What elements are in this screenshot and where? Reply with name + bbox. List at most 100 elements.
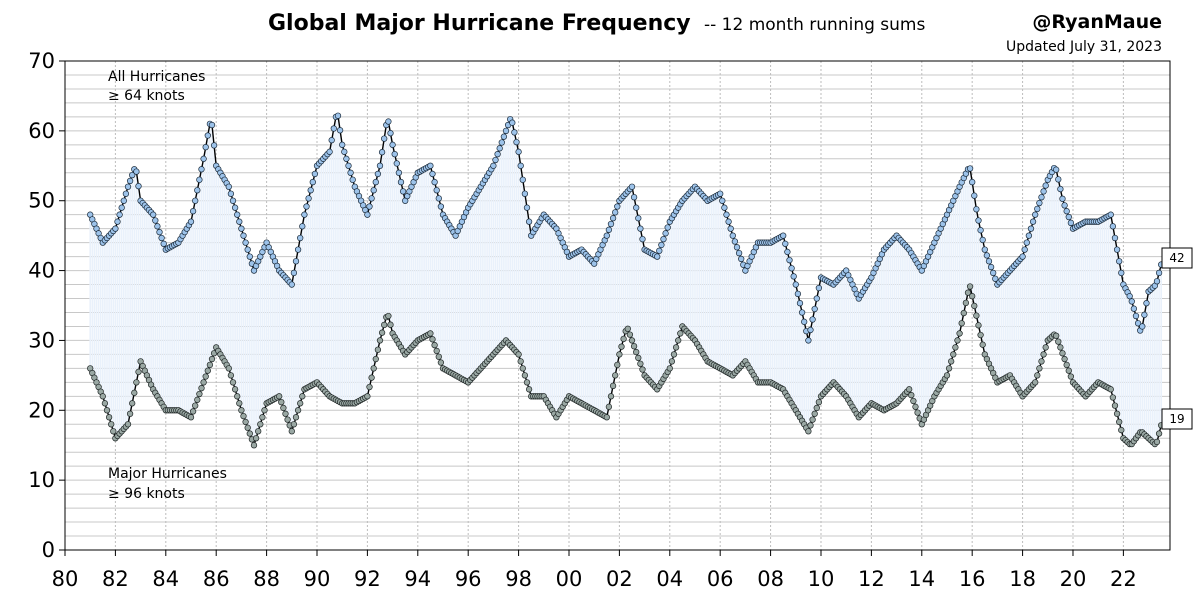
point-all-hurricanes <box>654 253 661 260</box>
point-major-hurricanes <box>906 386 913 393</box>
end-label-all-text: 42 <box>1169 251 1184 265</box>
point-all-hurricanes <box>521 190 529 197</box>
point-major-hurricanes <box>521 372 529 379</box>
point-all-hurricanes <box>723 211 730 218</box>
point-major-hurricanes <box>431 341 438 349</box>
point-all-hurricanes <box>1130 305 1138 312</box>
point-all-hurricanes <box>341 148 348 155</box>
point-major-hurricanes <box>229 379 237 386</box>
point-all-hurricanes <box>381 135 388 142</box>
point-all-hurricanes <box>431 178 438 186</box>
point-major-hurricanes <box>966 283 974 290</box>
point-major-hurricanes <box>672 344 680 351</box>
point-major-hurricanes <box>668 358 676 365</box>
point-all-hurricanes <box>1107 211 1114 218</box>
point-major-hurricanes <box>620 335 627 343</box>
point-all-hurricanes <box>727 225 734 232</box>
point-major-hurricanes <box>376 337 384 344</box>
point-major-hurricanes <box>954 337 961 344</box>
point-all-hurricanes <box>1061 202 1068 209</box>
point-major-hurricanes <box>603 414 610 421</box>
x-tick-label: 14 <box>908 567 935 591</box>
x-tick-label: 22 <box>1110 567 1137 591</box>
point-all-hurricanes <box>135 183 142 190</box>
point-major-hurricanes <box>1116 418 1123 426</box>
x-tick-label: 18 <box>1009 567 1036 591</box>
point-all-hurricanes <box>240 232 247 239</box>
point-major-hurricanes <box>110 428 117 435</box>
point-major-hurricanes <box>1040 351 1047 358</box>
end-label-major-box <box>1161 408 1193 430</box>
point-major-hurricanes <box>811 410 818 417</box>
point-major-hurricanes <box>1055 338 1062 345</box>
point-major-hurricanes <box>979 341 986 348</box>
point-all-hurricanes <box>336 127 344 134</box>
x-tick-label: 02 <box>606 567 633 591</box>
point-all-hurricanes <box>798 309 806 316</box>
point-all-hurricanes <box>811 305 818 313</box>
point-major-hurricanes <box>1053 332 1060 339</box>
point-all-hurricanes <box>490 162 497 169</box>
point-all-hurricanes <box>399 188 407 195</box>
point-all-hurricanes <box>192 197 199 204</box>
point-major-hurricanes <box>200 379 207 386</box>
point-major-hurricanes <box>252 435 260 442</box>
point-all-hurricanes <box>1057 185 1064 193</box>
point-all-hurricanes <box>784 248 791 256</box>
point-all-hurricanes <box>725 218 732 225</box>
point-all-hurricanes <box>603 232 610 239</box>
point-major-hurricanes <box>240 412 247 420</box>
x-tick-label: 12 <box>858 567 885 591</box>
point-major-hurricanes <box>1038 358 1045 365</box>
point-all-hurricanes <box>979 236 986 244</box>
y-tick-label: 50 <box>28 189 55 213</box>
point-major-hurricanes <box>635 354 642 362</box>
point-all-hurricanes <box>150 211 157 218</box>
point-all-hurricanes <box>1128 298 1135 305</box>
point-all-hurricanes <box>1053 166 1060 173</box>
point-all-hurricanes <box>635 215 642 222</box>
point-all-hurricanes <box>307 187 314 194</box>
point-all-hurricanes <box>517 162 524 169</box>
point-major-hurricanes <box>956 330 963 337</box>
point-all-hurricanes <box>194 187 201 194</box>
point-all-hurricanes <box>735 249 743 257</box>
point-all-hurricanes <box>805 337 812 344</box>
point-all-hurricanes <box>112 225 119 232</box>
point-all-hurricanes <box>427 162 434 169</box>
point-all-hurricanes <box>794 290 802 298</box>
point-all-hurricanes <box>633 204 640 211</box>
point-all-hurricanes <box>1139 323 1146 330</box>
point-major-hurricanes <box>366 383 373 391</box>
point-major-hurricanes <box>244 424 251 431</box>
point-all-hurricanes <box>630 194 638 201</box>
x-tick-label: 82 <box>102 567 129 591</box>
point-all-hurricanes <box>433 187 440 194</box>
point-major-hurricanes <box>815 398 823 406</box>
point-all-hurricanes <box>607 220 615 228</box>
point-major-hurricanes <box>429 336 436 343</box>
point-major-hurricanes <box>259 414 266 421</box>
end-label-all: 42 <box>1161 247 1193 269</box>
point-major-hurricanes <box>639 366 646 373</box>
point-all-hurricanes <box>334 112 342 119</box>
point-all-hurricanes <box>372 178 379 186</box>
point-major-hurricanes <box>1061 355 1068 363</box>
point-all-hurricanes <box>1027 225 1035 232</box>
point-all-hurricanes <box>242 239 249 246</box>
point-major-hurricanes <box>914 409 921 416</box>
point-major-hurricanes <box>374 346 382 353</box>
end-label-major-text: 19 <box>1169 412 1184 426</box>
point-all-hurricanes <box>1065 213 1072 221</box>
point-major-hurricanes <box>246 430 253 437</box>
point-all-hurricanes <box>792 281 799 288</box>
point-all-hurricanes <box>1034 205 1041 213</box>
point-major-hurricanes <box>99 393 106 400</box>
point-all-hurricanes <box>210 142 218 149</box>
annotation-major-line1: Major Hurricanes <box>108 466 227 482</box>
x-tick-label: 04 <box>656 567 683 591</box>
point-all-hurricanes <box>345 162 352 169</box>
point-all-hurricanes <box>637 225 644 232</box>
point-all-hurricanes <box>985 258 993 265</box>
point-major-hurricanes <box>975 322 982 329</box>
